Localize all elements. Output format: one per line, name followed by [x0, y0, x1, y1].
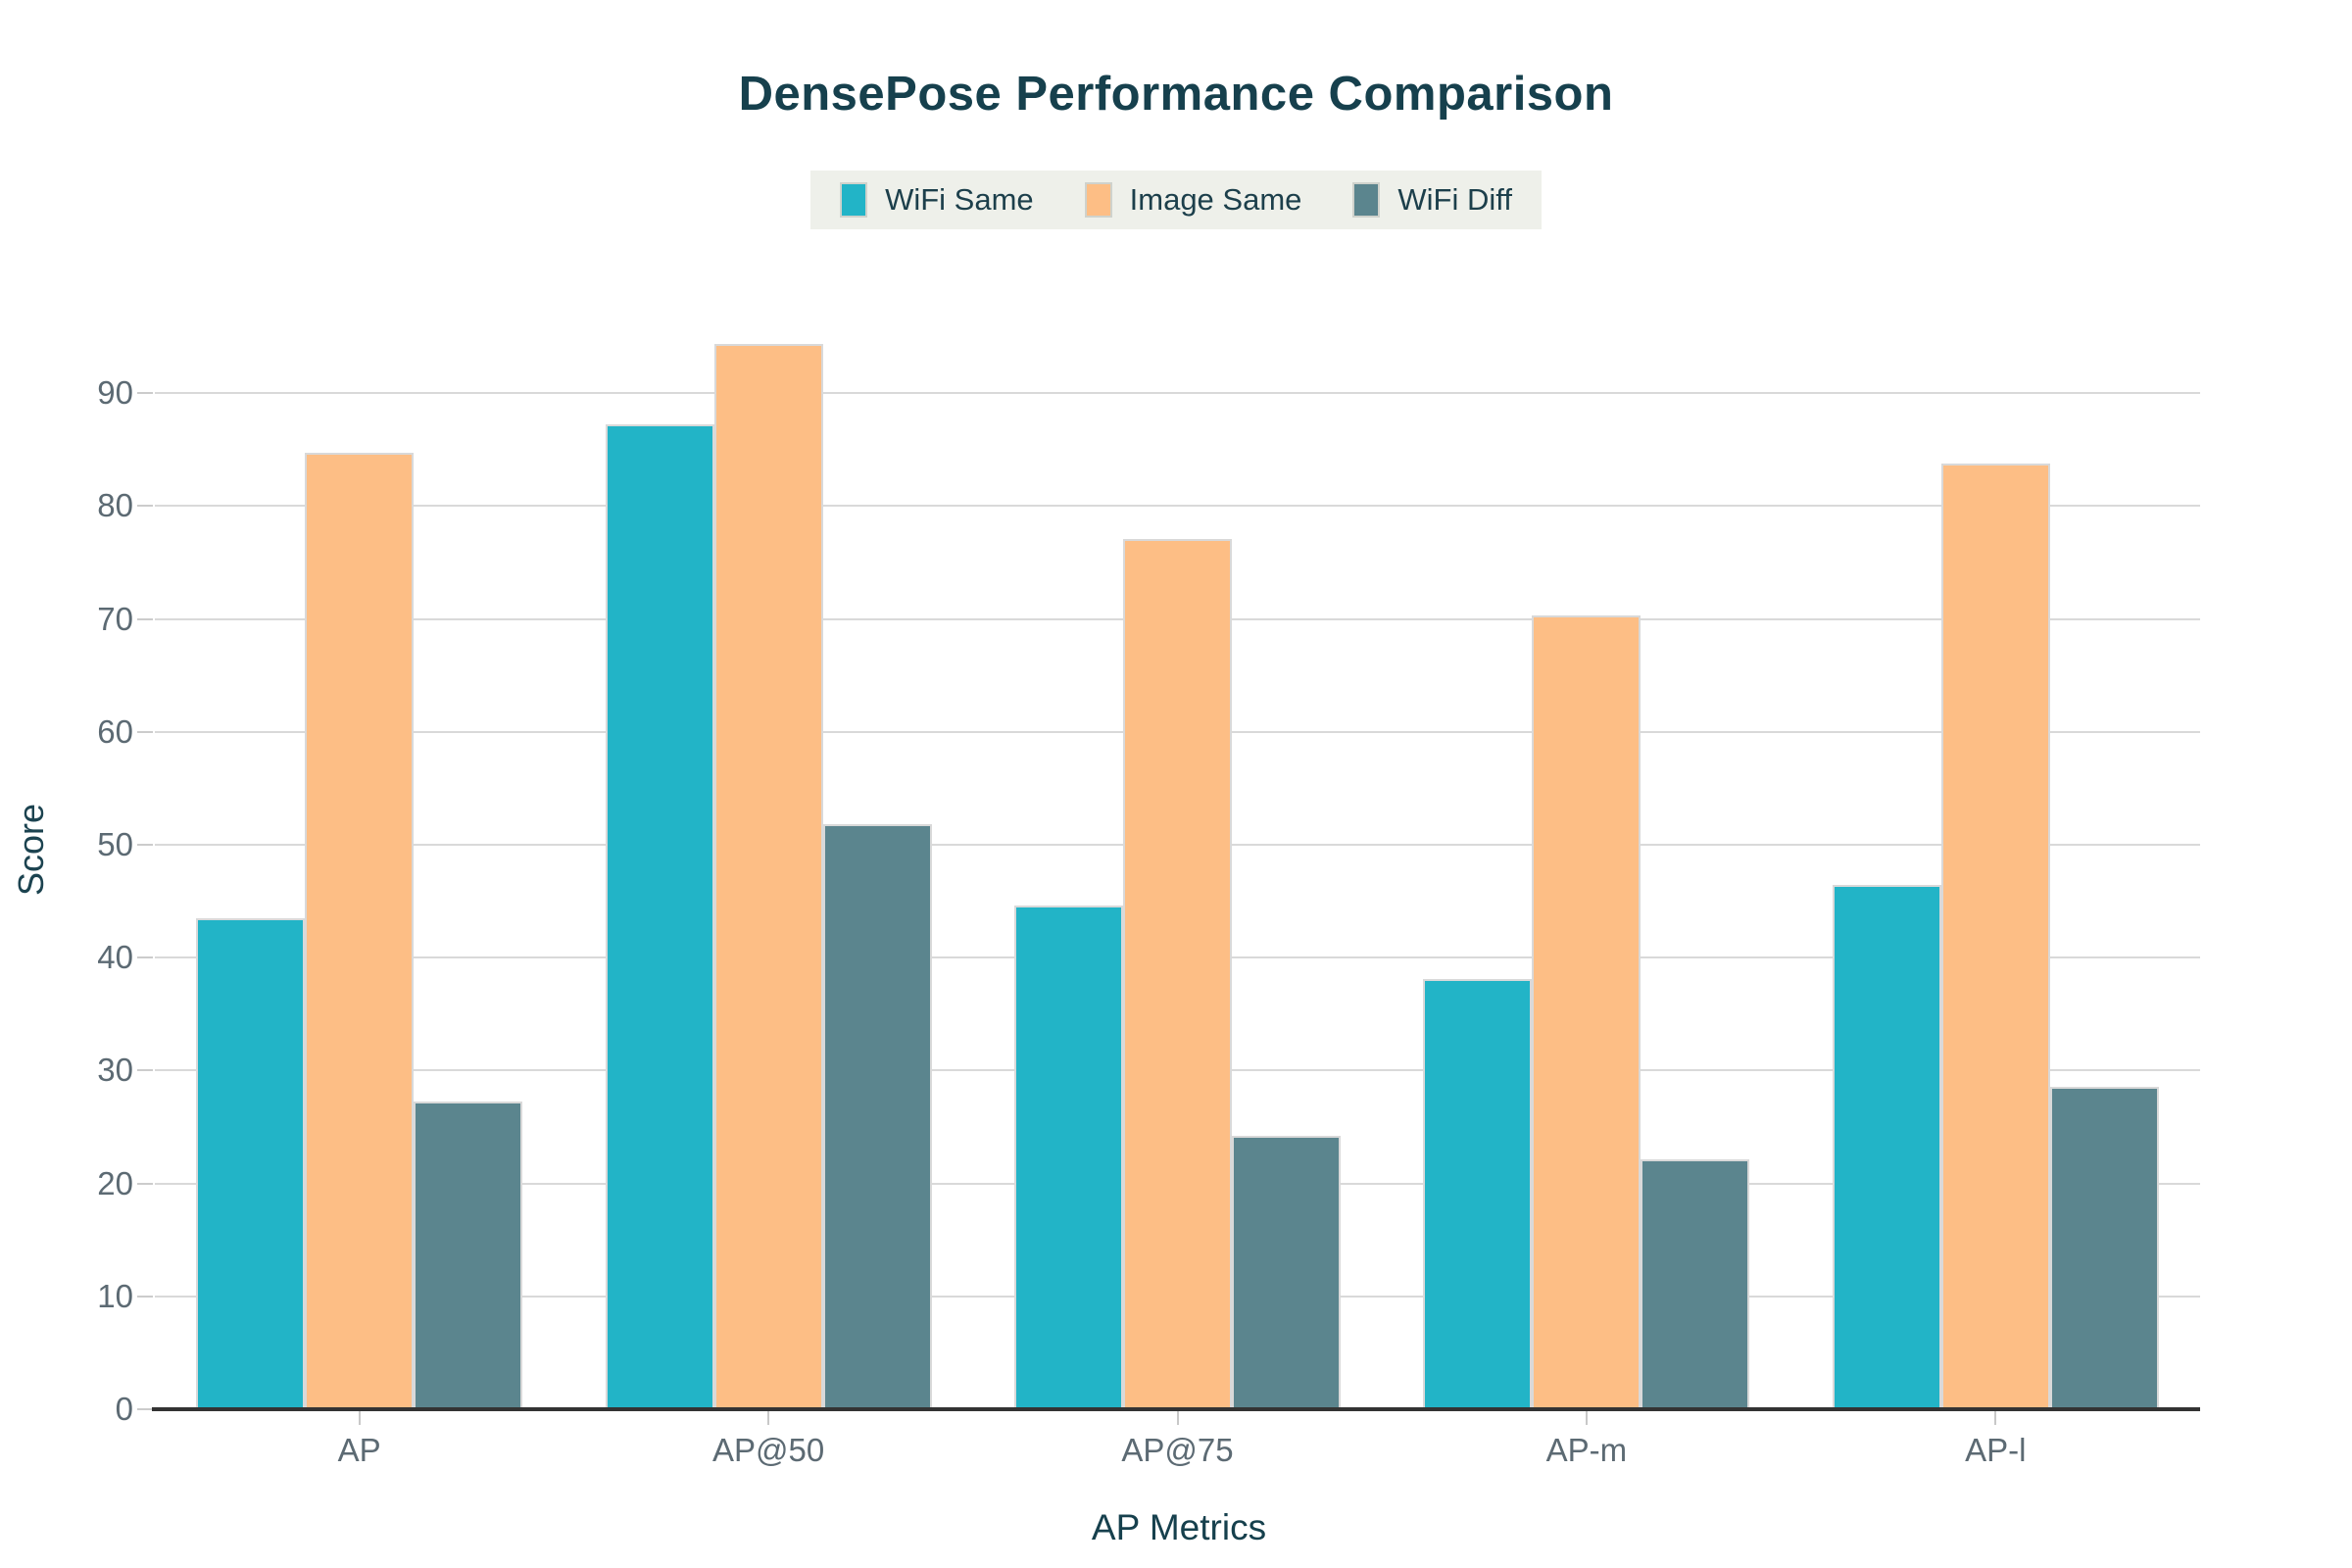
x-tick-label-ap-l: AP-l	[1965, 1432, 2027, 1468]
bar-wifi-diff-ap-m	[1641, 1159, 1750, 1409]
y-tick-mark-40	[137, 956, 153, 959]
legend: WiFi Same Image Same WiFi Diff	[0, 171, 2352, 229]
y-tick-mark-10	[137, 1295, 153, 1298]
legend-item-wifi-diff[interactable]: WiFi Diff	[1352, 182, 1512, 218]
y-tick-label-30: 30	[97, 1052, 133, 1089]
x-tick-label-ap-m: AP-m	[1545, 1432, 1628, 1468]
y-tick-label-40: 40	[97, 939, 133, 976]
y-tick-mark-30	[137, 1069, 153, 1072]
bar-wifi-same-ap-m	[1423, 979, 1533, 1409]
bar-image-same-ap-50	[713, 343, 823, 1409]
y-tick-mark-20	[137, 1182, 153, 1185]
y-axis-title: Score	[11, 803, 51, 897]
legend-item-image-same[interactable]: Image Same	[1084, 182, 1302, 218]
x-tick-mark-ap-50	[767, 1411, 770, 1425]
bar-wifi-diff-ap-l	[2049, 1086, 2159, 1409]
x-axis-title: AP Metrics	[1091, 1507, 1267, 1547]
bar-wifi-diff-ap-75	[1232, 1136, 1341, 1409]
x-tick-label-ap: AP	[337, 1432, 381, 1468]
y-tick-mark-50	[137, 844, 153, 846]
y-tick-mark-70	[137, 617, 153, 620]
y-tick-label-50: 50	[97, 826, 133, 862]
bar-image-same-ap	[305, 453, 415, 1409]
bar-wifi-same-ap-75	[1014, 906, 1123, 1409]
y-tick-label-80: 80	[97, 487, 133, 524]
legend-swatch-icon-wifi-same	[840, 182, 868, 218]
y-tick-label-20: 20	[97, 1164, 133, 1201]
bar-wifi-same-ap-l	[1832, 885, 1941, 1409]
x-tick-mark-ap-l	[1994, 1411, 1997, 1425]
gridline-80	[155, 505, 2200, 508]
x-tick-mark-ap-m	[1585, 1411, 1588, 1425]
y-tick-label-10: 10	[97, 1277, 133, 1314]
bar-image-same-ap-l	[1940, 463, 2050, 1409]
bar-wifi-diff-ap-50	[822, 824, 932, 1409]
legend-label-image-same: Image Same	[1129, 182, 1302, 217]
y-tick-mark-0	[137, 1408, 153, 1410]
bar-image-same-ap-75	[1123, 538, 1232, 1409]
legend-swatch-icon-image-same	[1084, 182, 1112, 218]
x-tick-mark-ap	[358, 1411, 361, 1425]
bar-wifi-same-ap-50	[605, 424, 714, 1409]
legend-box: WiFi Same Image Same WiFi Diff	[810, 171, 1542, 229]
y-tick-label-70: 70	[97, 600, 133, 637]
y-tick-label-0: 0	[115, 1391, 133, 1427]
x-axis-line	[152, 1407, 2200, 1411]
bar-wifi-same-ap	[196, 917, 306, 1409]
bar-wifi-diff-ap	[414, 1101, 523, 1409]
legend-label-wifi-same: WiFi Same	[885, 182, 1034, 217]
bar-image-same-ap-m	[1532, 615, 1642, 1409]
y-tick-label-60: 60	[97, 712, 133, 750]
y-tick-mark-60	[137, 730, 153, 733]
x-tick-mark-ap-75	[1176, 1411, 1179, 1425]
legend-swatch-icon-wifi-diff	[1352, 182, 1381, 218]
y-tick-mark-80	[137, 505, 153, 508]
chart-title: DensePose Performance Comparison	[738, 68, 1614, 121]
x-tick-label-ap-50: AP@50	[711, 1432, 825, 1468]
plot-area	[155, 284, 2200, 1409]
legend-label-wifi-diff: WiFi Diff	[1397, 182, 1512, 217]
x-tick-label-ap-75: AP@75	[1121, 1432, 1234, 1468]
y-tick-label-90: 90	[97, 374, 133, 412]
y-tick-mark-90	[137, 392, 153, 395]
gridline-90	[155, 392, 2200, 395]
legend-item-wifi-same[interactable]: WiFi Same	[840, 182, 1034, 218]
